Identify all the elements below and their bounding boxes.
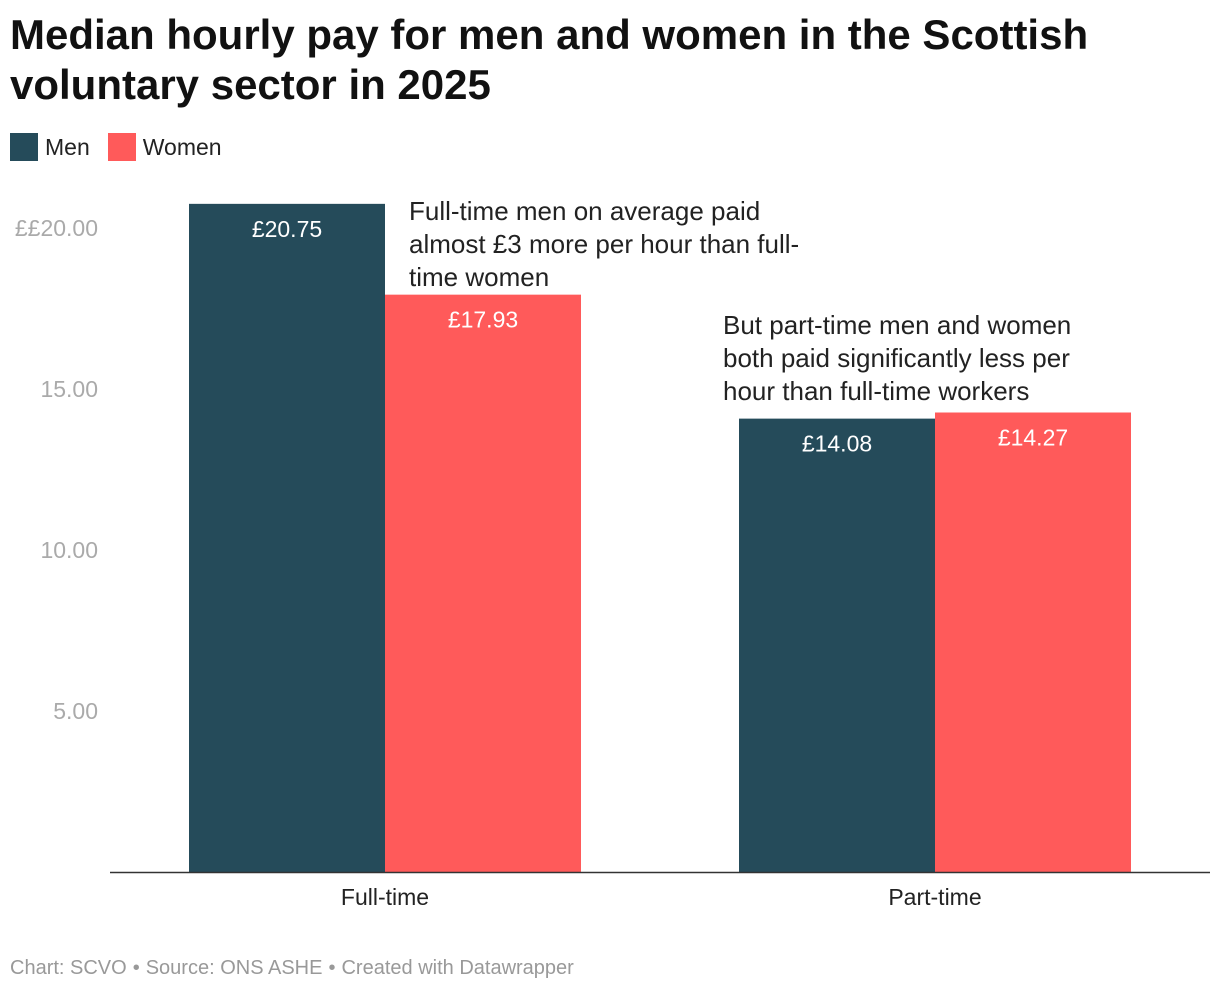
legend-swatch-men [10,133,38,161]
legend-label-women: Women [142,133,222,160]
annotation-line: Full-time men on average paid [409,196,760,226]
bar-men [739,418,935,872]
footer: Chart: SCVO • Source: ONS ASHE • Created wit… [10,957,574,980]
chart-annotation: Full-time men on average paid almost £3 m… [409,196,799,292]
footer-created-with: Created with Datawrapper [341,957,574,979]
footer-separator: • [132,957,140,979]
bar-value-label: £14.27 [998,425,1068,451]
y-tick-label: ££20.00 [15,215,98,241]
annotation-line: hour than full-time workers [723,376,1029,406]
y-tick-label: 15.00 [40,376,98,402]
x-tick-label: Part-time [888,884,981,910]
bar-value-label: £17.93 [448,307,518,333]
bar-women [385,294,581,872]
legend-item-women: Women [107,133,222,161]
chart-title: Median hourly pay for men and women in t… [10,11,1089,108]
y-tick-label: 5.00 [53,698,98,724]
y-tick-label: 10.00 [40,537,98,563]
bar-women [935,412,1131,872]
bar-men [189,203,385,873]
legend-label-men: Men [45,133,90,160]
footer-chart-credit: Chart: SCVO [10,957,127,979]
annotation-line: time women [409,262,549,292]
x-tick-label: Full-time [341,884,429,910]
footer-source: Source: ONS ASHE [145,957,323,979]
annotation-line: But part-time men and women [723,310,1071,340]
bar-value-label: £20.75 [252,216,322,242]
bar-value-label: £14.08 [802,431,872,457]
chart-annotation: But part-time men and women both paid sig… [723,310,1071,406]
annotation-line: both paid significantly less per [723,343,1070,373]
legend: Men Women [10,132,240,162]
legend-item-men: Men [10,133,90,161]
footer-separator: • [328,957,336,979]
legend-swatch-women [107,133,136,161]
annotation-line: almost £3 more per hour than full- [409,229,799,259]
